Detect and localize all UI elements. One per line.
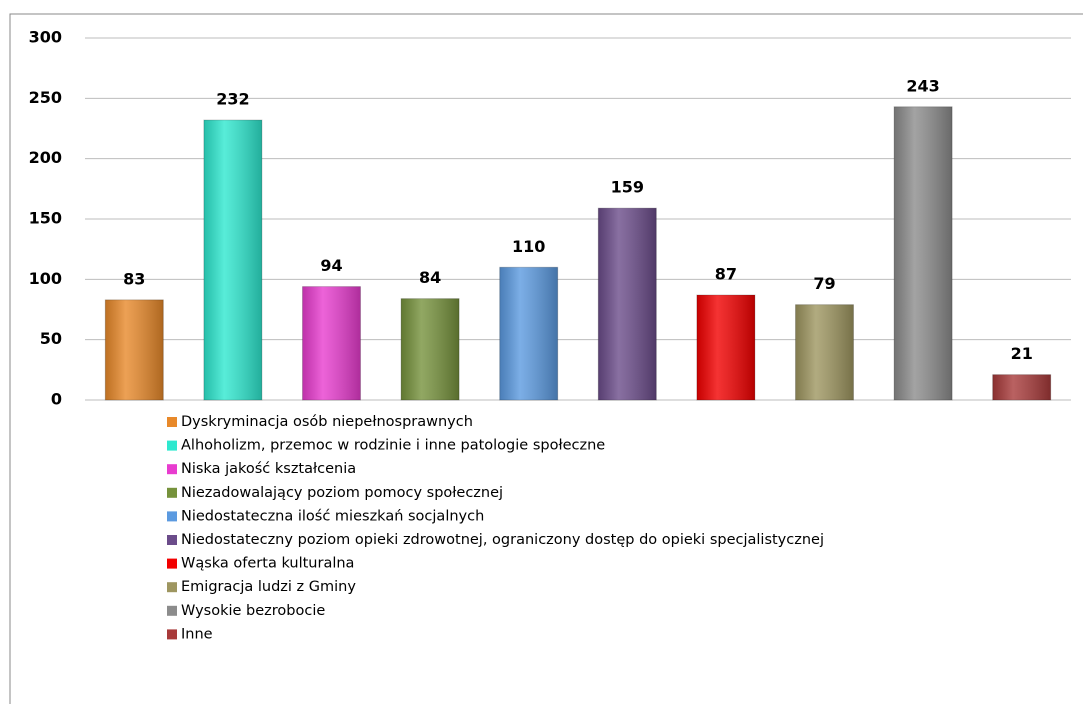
y-tick-label: 200 xyxy=(29,148,62,167)
legend-swatch xyxy=(167,487,177,498)
bar-shade xyxy=(894,106,953,400)
value-label: 159 xyxy=(611,178,644,197)
value-label: 21 xyxy=(1011,344,1033,363)
value-label: 83 xyxy=(123,269,145,288)
legend-swatch xyxy=(167,629,177,640)
y-tick-label: 150 xyxy=(29,209,62,228)
legend-swatch xyxy=(167,464,177,475)
value-label: 87 xyxy=(715,265,737,284)
value-label: 84 xyxy=(419,268,441,287)
legend-label: Niedostateczna ilość mieszkań socjalnych xyxy=(181,508,484,524)
legend-swatch xyxy=(167,582,177,593)
value-label: 232 xyxy=(216,90,249,109)
bar-shade xyxy=(696,295,755,400)
value-label: 110 xyxy=(512,237,545,256)
legend-label: Alhoholizm, przemoc w rodzinie i inne pa… xyxy=(181,438,605,454)
legend-label: Emigracja ludzi z Gminy xyxy=(181,579,356,595)
y-tick-label: 50 xyxy=(40,329,62,348)
y-tick-label: 0 xyxy=(51,390,62,409)
legend-label: Niedostateczny poziom opieki zdrowotnej,… xyxy=(181,532,824,548)
bar-shade xyxy=(992,374,1051,400)
legend-label: Dyskryminacja osób niepełnosprawnych xyxy=(181,414,473,430)
bar-shade xyxy=(302,286,361,400)
bar-shade xyxy=(598,208,657,400)
legend-swatch xyxy=(167,511,177,522)
legend-swatch xyxy=(167,535,177,545)
legend-swatch xyxy=(167,440,177,451)
bar-shade xyxy=(401,298,460,400)
value-label: 94 xyxy=(320,256,342,275)
legend-swatch xyxy=(167,417,177,427)
value-label: 243 xyxy=(906,76,939,95)
y-tick-label: 100 xyxy=(29,269,62,288)
bar-shade xyxy=(105,299,164,400)
legend-swatch xyxy=(167,558,177,569)
y-tick-label: 300 xyxy=(29,28,62,47)
value-label: 79 xyxy=(813,274,835,293)
chart-frame xyxy=(9,13,1083,708)
legend-label: Inne xyxy=(181,626,213,642)
legend-label: Niska jakość kształcenia xyxy=(181,461,356,477)
legend-swatch xyxy=(167,605,177,616)
bar-shade xyxy=(795,304,854,400)
legend-label: Niezadowalający poziom pomocy społecznej xyxy=(181,485,503,501)
legend-label: Wysokie bezrobocie xyxy=(181,603,325,619)
bar-shade xyxy=(499,267,558,400)
bar-shade xyxy=(203,120,262,400)
legend-label: Wąska oferta kulturalna xyxy=(181,556,354,572)
y-tick-label: 250 xyxy=(29,88,62,107)
